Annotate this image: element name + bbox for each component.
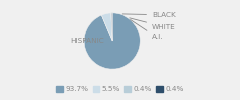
Wedge shape [111,13,112,41]
Text: A.I.: A.I. [131,20,163,40]
Legend: 93.7%, 5.5%, 0.4%, 0.4%: 93.7%, 5.5%, 0.4%, 0.4% [54,83,186,95]
Text: BLACK: BLACK [122,12,176,18]
Wedge shape [84,13,140,69]
Wedge shape [101,13,112,41]
Text: HISPANIC: HISPANIC [70,38,104,44]
Text: WHITE: WHITE [130,18,176,30]
